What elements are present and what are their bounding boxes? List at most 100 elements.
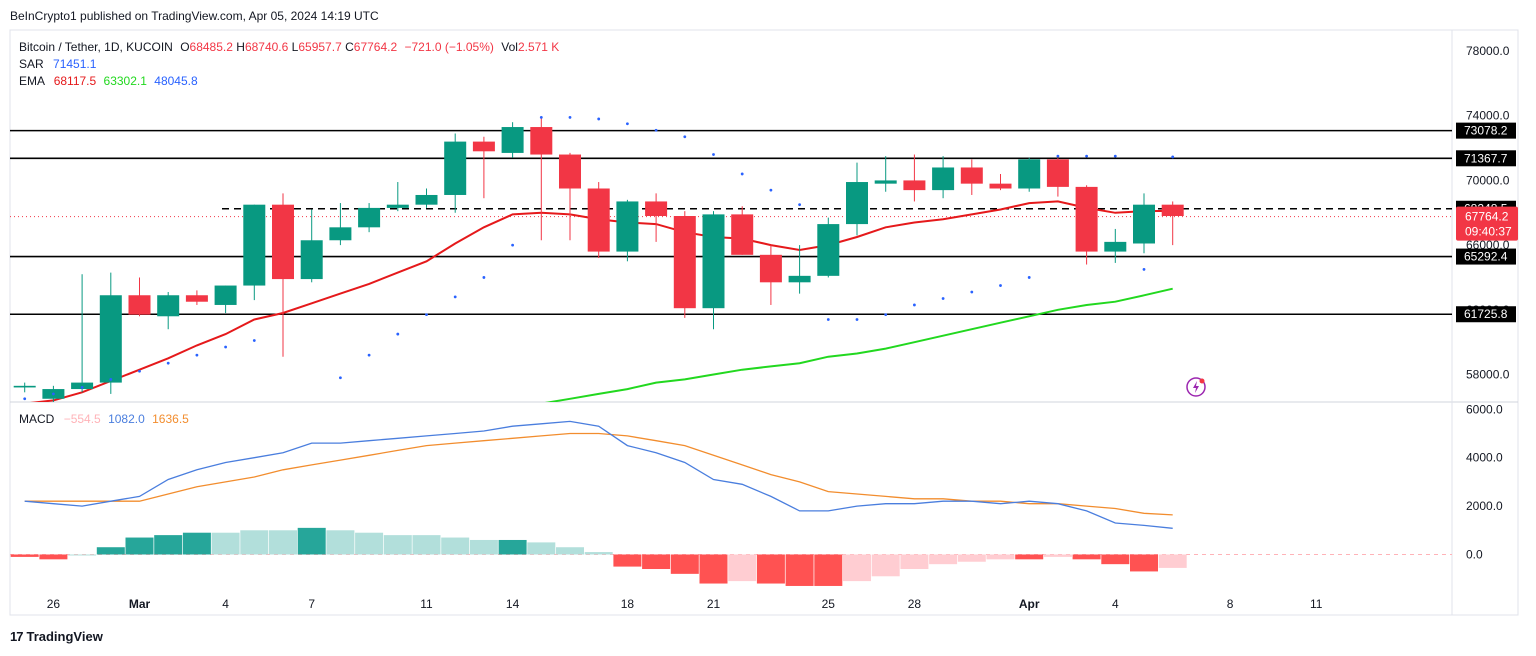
macd-hist-bar: [929, 554, 958, 565]
vol-label: Vol: [501, 40, 518, 54]
date-tick-label: 8: [1227, 597, 1234, 611]
candle-body: [157, 295, 180, 317]
level-label-box: [1456, 150, 1516, 167]
macd-hist-bar: [728, 554, 757, 582]
symbol-name: Bitcoin / Tether, 1D, KUCOIN: [19, 40, 173, 54]
sar-dot: [367, 353, 371, 357]
sar-dot: [826, 318, 830, 321]
macd-hist-bar: [441, 537, 470, 555]
sar-value: 71451.1: [53, 57, 97, 71]
tradingview-footer[interactable]: 17 TradingView: [10, 629, 103, 644]
candle-body: [99, 295, 122, 383]
candle-body: [788, 275, 811, 283]
date-tick-label: 18: [621, 597, 635, 611]
candle-body: [731, 214, 754, 255]
date-tick-label: 7: [308, 597, 315, 611]
sar-dot: [769, 188, 773, 192]
candle-body: [444, 141, 467, 195]
lightning-badge-icon: [1186, 377, 1206, 397]
chart-frame: [9, 29, 1519, 616]
candle-body: [903, 180, 926, 191]
candle-body: [472, 141, 495, 152]
macd-hist-bar: [843, 554, 871, 582]
macd-tick-label: 0.0: [1466, 547, 1483, 561]
macd-hist-value: −554.5: [63, 412, 101, 426]
candle-body: [1161, 204, 1184, 216]
macd-hist-bar: [756, 554, 785, 584]
candle-body: [300, 240, 323, 280]
candle-body: [501, 127, 524, 153]
last-price-label: 67764.2: [1465, 210, 1509, 224]
symbol-legend: Bitcoin / Tether, 1D, KUCOIN O68485.2 H6…: [19, 40, 559, 54]
macd-hist-bar: [326, 530, 355, 555]
open-label: O: [180, 40, 190, 54]
sar-dot: [138, 369, 141, 373]
sar-dot: [23, 397, 27, 401]
level-label-box: [1456, 306, 1516, 323]
candle-body: [128, 295, 151, 315]
macd-hist-bar: [613, 554, 642, 567]
sar-dot: [396, 332, 400, 336]
ema-mid-line: [544, 287, 1173, 402]
tradingview-logo-icon: 17: [10, 629, 24, 644]
sar-dot: [539, 115, 543, 119]
macd-hist-bar: [39, 554, 68, 560]
ema-fast-line: [30, 200, 1173, 402]
lightning-bolt-icon: [1193, 381, 1199, 393]
sar-dot: [941, 297, 945, 300]
candle-body: [1075, 186, 1098, 252]
sar-dot: [1113, 154, 1117, 158]
sar-dot: [999, 284, 1002, 287]
sar-dot: [80, 386, 84, 389]
macd-hist-bar: [383, 535, 412, 555]
candle-body: [214, 285, 237, 305]
sar-dot: [166, 361, 170, 365]
macd-hist-bar: [412, 535, 441, 555]
macd-hist-bar: [1101, 554, 1130, 565]
last-price-box: [1456, 206, 1518, 241]
candle-body: [673, 216, 696, 309]
sar-dot: [282, 428, 285, 431]
sar-label: SAR: [19, 57, 44, 71]
candle-body: [329, 227, 352, 241]
macd-hist-bar: [871, 554, 900, 577]
macd-hist-bar: [642, 554, 671, 570]
macd-hist-bar: [96, 547, 125, 555]
date-tick-label: Mar: [129, 597, 151, 611]
macd-hist-bar: [527, 542, 556, 555]
macd-hist-bar: [1130, 554, 1158, 572]
sar-dot: [339, 376, 342, 380]
sar-dot: [195, 353, 199, 357]
macd-hist-bar: [154, 535, 183, 555]
high-value: 68740.6: [244, 40, 289, 54]
publisher-line: BeInCrypto1 published on TradingView.com…: [10, 9, 379, 23]
ema-value-3: 48045.8: [154, 74, 198, 88]
macd-hist-bar: [269, 530, 297, 555]
macd-line-value: 1082.0: [108, 412, 145, 426]
macd-hist-bar: [785, 554, 814, 586]
sar-dot: [52, 392, 55, 396]
macd-line: [24, 420, 1173, 529]
ema-value-1: 68117.5: [53, 74, 97, 88]
sar-dot: [1171, 155, 1175, 159]
high-label: H: [236, 40, 245, 54]
countdown-label: 09:40:37: [1465, 225, 1512, 239]
macd-hist-bar: [68, 554, 97, 556]
candle-body: [415, 194, 438, 205]
candle-body: [846, 182, 868, 225]
macd-hist-bar: [125, 537, 154, 555]
date-tick-label: 14: [506, 597, 520, 611]
sar-dot: [1056, 154, 1060, 158]
change-value: −721.0 (−1.05%): [404, 40, 494, 54]
sar-dot: [855, 318, 859, 321]
sar-dot: [224, 345, 228, 349]
macd-tick-label: 4000.0: [1466, 451, 1503, 465]
date-tick-label: 21: [707, 597, 721, 611]
candle-body: [874, 180, 897, 184]
price-tick-label: 74000.0: [1466, 109, 1510, 123]
low-label: L: [291, 40, 299, 54]
sar-dot: [252, 339, 256, 342]
macd-hist-bar: [814, 554, 843, 586]
candle-body: [702, 214, 725, 309]
